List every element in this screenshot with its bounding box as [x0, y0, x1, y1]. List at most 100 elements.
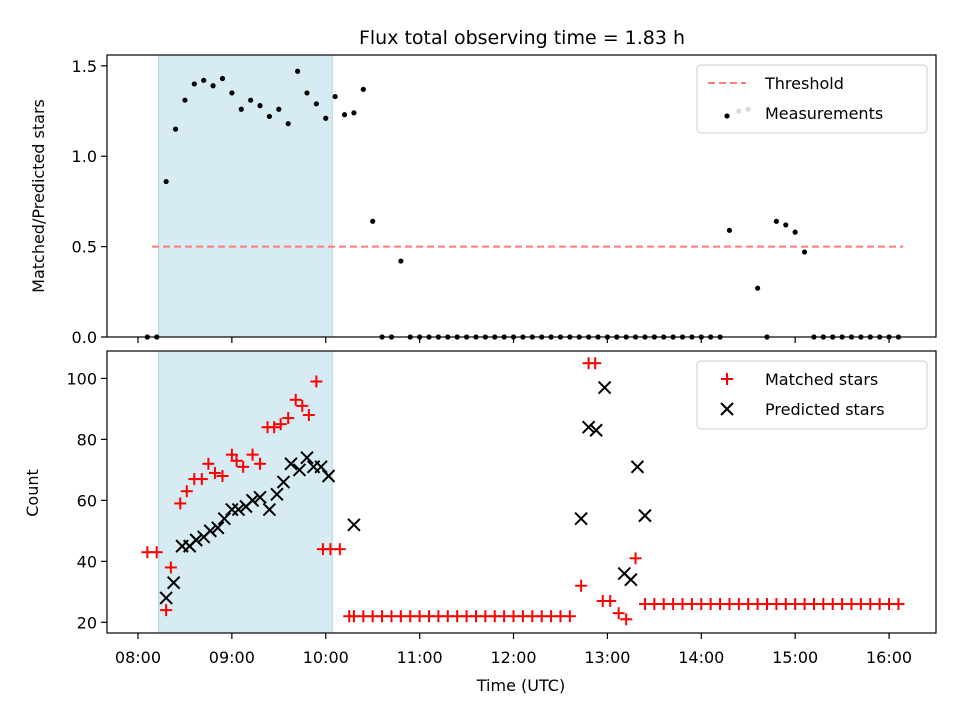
predicted-star-point — [597, 380, 612, 395]
matched-star-point — [254, 457, 267, 470]
bottom-x-tick-label: 13:00 — [584, 648, 630, 667]
measurement-point — [163, 178, 169, 185]
predicted-star-point — [347, 518, 361, 532]
bottom-y-tick-label: 80 — [77, 430, 97, 449]
measurement-point — [323, 115, 329, 121]
legend-predicted-swatch — [720, 402, 734, 416]
top-y-ticks: 0.0 0.5 1.0 1.5 — [72, 57, 107, 347]
measurement-point — [792, 229, 798, 235]
measurement-point — [801, 249, 808, 255]
matched-star-point — [604, 594, 617, 607]
bottom-legend: Matched stars Predicted stars — [696, 360, 928, 430]
x-axis-label: Time (UTC) — [476, 676, 565, 695]
top-axes-frame — [106, 54, 937, 338]
matched-star-point — [202, 457, 215, 470]
bottom-legend-box — [696, 360, 928, 430]
bottom-y-tick-label: 60 — [77, 491, 97, 510]
matched-star-point — [333, 543, 346, 556]
bottom-x-tick-label: 10:00 — [303, 648, 349, 667]
measurement-point — [219, 75, 226, 82]
predicted-star-point — [211, 521, 225, 535]
measurement-point — [229, 90, 235, 96]
bottom-x-tick-label: 11:00 — [397, 648, 443, 667]
predicted-star-point — [284, 457, 298, 471]
legend-predicted-label: Predicted stars — [765, 400, 885, 419]
predicted-star-point — [253, 490, 267, 505]
matched-star-point — [575, 579, 588, 592]
matched-star-point — [629, 552, 642, 565]
matched-star-point — [620, 613, 633, 626]
bottom-x-ticks: 08:00 09:00 10:00 11:00 12:00 13:00 14:00 15:00… — [115, 633, 912, 667]
predicted-star-point — [321, 469, 336, 483]
measurement-point — [266, 113, 273, 120]
top-legend: Threshold Measurements — [696, 64, 928, 134]
bottom-y-tick-label: 100 — [66, 369, 97, 388]
matched-star-point — [225, 448, 238, 461]
predicted-star-point — [245, 493, 260, 508]
legend-threshold-label: Threshold — [764, 74, 844, 93]
bottom-x-tick-label: 15:00 — [772, 648, 818, 667]
bottom-axes-frame — [106, 350, 937, 634]
bottom-panel: 20 40 60 80 100 08:00 09:00 10:00 11:00 12:00 13:… — [23, 350, 937, 695]
matched-star-point — [310, 375, 323, 388]
matched-star-point — [563, 610, 576, 623]
matched-star-point — [195, 473, 208, 486]
top-y-tick-label: 0.0 — [72, 328, 97, 347]
matched-star-point — [246, 448, 259, 461]
matched-star-point — [216, 469, 229, 482]
bottom-y-ticks: 20 40 60 80 100 — [66, 369, 107, 632]
measurement-point — [360, 86, 366, 92]
matched-star-point — [230, 454, 243, 467]
chart-title: Flux total observing time = 1.83 h — [359, 27, 685, 49]
measurement-point — [294, 68, 301, 74]
measurement-point — [755, 285, 761, 291]
matched-star-point — [274, 418, 287, 431]
measurement-point — [238, 106, 244, 112]
top-legend-box — [696, 64, 928, 134]
predicted-star-point — [581, 420, 596, 434]
predicted-star-point — [292, 463, 307, 477]
measurement-point — [248, 97, 254, 103]
bottom-x-tick-label: 08:00 — [115, 648, 161, 667]
bottom-x-tick-label: 12:00 — [490, 648, 536, 667]
predicted-star-point — [225, 502, 239, 517]
matched-star-point — [892, 598, 905, 611]
top-y-tick-label: 1.5 — [72, 57, 97, 76]
predicted-star-point — [159, 591, 173, 605]
predicted-star-point — [276, 475, 291, 489]
measurement-point — [191, 81, 197, 87]
top-y-tick-label: 1.0 — [72, 147, 97, 166]
predicted-star-point — [574, 511, 588, 526]
top-shaded-region — [158, 54, 333, 338]
matched-star-point — [268, 421, 281, 434]
bottom-x-tick-label: 14:00 — [678, 648, 724, 667]
matched-star-point — [296, 399, 309, 412]
bottom-y-tick-label: 40 — [77, 552, 97, 571]
matched-stars-series — [141, 357, 905, 626]
predicted-star-point — [262, 502, 277, 517]
legend-matched-label: Matched stars — [765, 370, 878, 389]
predicted-star-point — [231, 502, 246, 517]
predicted-stars-series — [159, 380, 652, 605]
bottom-x-tick-label: 09:00 — [209, 648, 255, 667]
matched-star-point — [180, 485, 193, 498]
legend-measurements-swatch — [724, 113, 730, 119]
matched-star-point — [160, 604, 173, 617]
measurement-point — [341, 112, 348, 118]
matched-star-point — [289, 393, 302, 406]
measurement-point — [210, 83, 216, 89]
matched-star-point — [174, 497, 187, 510]
predicted-star-point — [217, 511, 232, 526]
predicted-star-point — [638, 508, 652, 523]
measurement-point — [351, 110, 357, 116]
measurement-point — [276, 106, 282, 112]
predicted-star-point — [166, 575, 181, 590]
bottom-y-axis-label: Count — [23, 469, 42, 517]
predicted-star-point — [300, 450, 314, 465]
top-y-tick-label: 0.5 — [72, 238, 97, 257]
measurement-point — [304, 90, 310, 96]
matched-star-point — [612, 607, 625, 620]
measurement-point — [783, 222, 789, 228]
predicted-star-point — [630, 460, 645, 474]
